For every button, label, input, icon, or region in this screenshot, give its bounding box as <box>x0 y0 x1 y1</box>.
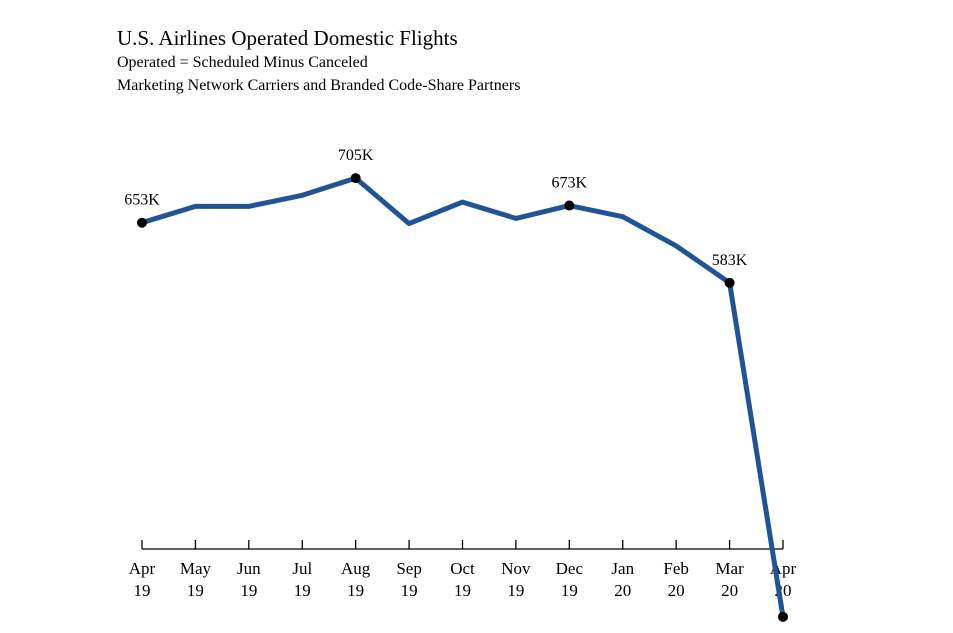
x-tick-label-month: Dec <box>556 559 584 578</box>
x-tick-label-year: 20 <box>721 581 738 600</box>
x-tick-label-month: Nov <box>501 559 531 578</box>
x-tick-label-year: 19 <box>561 581 578 600</box>
data-label: 653K <box>124 192 160 209</box>
x-tick-label-month: Oct <box>450 559 475 578</box>
x-tick-label-year: 19 <box>454 581 471 600</box>
x-tick-label-month: May <box>180 559 212 578</box>
chart-title: U.S. Airlines Operated Domestic Flights <box>117 26 458 50</box>
x-tick-label-month: Jun <box>237 559 261 578</box>
x-tick-label-year: 19 <box>401 581 418 600</box>
data-marker <box>724 277 735 288</box>
x-tick-label-month: Apr <box>129 559 156 578</box>
x-tick-label-year: 20 <box>668 581 685 600</box>
x-tick-label-year: 19 <box>187 581 204 600</box>
data-marker <box>350 173 361 184</box>
chart-subtitle-1: Operated = Scheduled Minus Canceled <box>117 54 368 71</box>
data-label: 583K <box>712 252 748 269</box>
x-tick-label-year: 19 <box>134 581 151 600</box>
x-tick-label-month: Feb <box>663 559 689 578</box>
data-marker <box>778 611 788 622</box>
x-axis: Apr 19 May 19 Jun 19 Jul 19 Aug 19 Sep 19 Oct 19 Nov 19… <box>129 540 797 600</box>
chart-subtitle-2: Marketing Network Carriers and Branded C… <box>117 77 521 94</box>
x-tick-label-month: Aug <box>341 559 371 578</box>
series-line <box>139 175 786 620</box>
x-tick-label-month: Jan <box>611 559 634 578</box>
series-line-group <box>139 175 786 620</box>
x-tick-label-year: 19 <box>347 581 364 600</box>
data-label: 705K <box>338 147 374 164</box>
data-label-group: 653K705K673K583K194K <box>124 147 748 269</box>
x-tick-label-year: 19 <box>507 581 524 600</box>
data-marker-group <box>137 173 788 622</box>
data-label: 673K <box>552 175 588 192</box>
x-tick-label-year: 19 <box>240 581 257 600</box>
data-marker <box>137 217 147 228</box>
data-marker <box>564 200 575 211</box>
x-tick-label-year: 20 <box>614 581 631 600</box>
x-tick-label-year: 19 <box>294 581 311 600</box>
x-tick-label-month: Jul <box>292 559 312 578</box>
x-tick-label-month: Mar <box>715 559 744 578</box>
x-tick-label-month: Sep <box>396 559 422 578</box>
